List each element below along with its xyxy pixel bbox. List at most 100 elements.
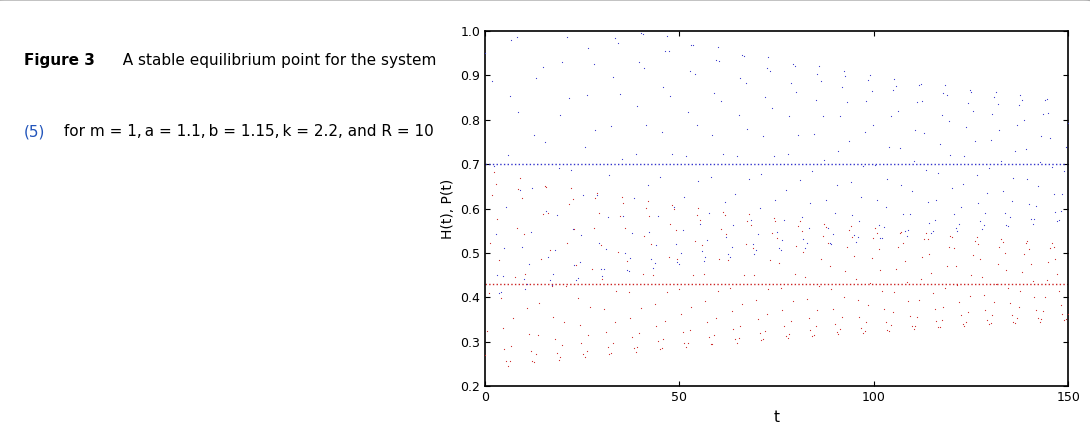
Point: [895, 210, 912, 218]
Point: [789, 222, 807, 229]
Point: [681, 68, 699, 75]
Point: [485, 163, 502, 170]
Point: [541, 277, 558, 284]
Point: [509, 185, 526, 192]
Point: [578, 347, 595, 354]
Point: [590, 239, 607, 246]
X-axis label: t: t: [774, 410, 779, 425]
Point: [655, 83, 673, 91]
Point: [1017, 146, 1034, 153]
Point: [682, 42, 700, 49]
Point: [856, 129, 873, 136]
Point: [534, 63, 552, 71]
Point: [921, 220, 938, 227]
Point: [727, 191, 744, 198]
Point: [505, 314, 522, 321]
Point: [734, 52, 751, 59]
Point: [947, 224, 965, 231]
Point: [1031, 159, 1049, 166]
Point: [938, 91, 956, 99]
Point: [966, 238, 983, 245]
Point: [928, 317, 945, 325]
Point: [618, 266, 635, 274]
Point: [621, 255, 639, 262]
Point: [1029, 315, 1046, 322]
Point: [627, 348, 644, 355]
Point: [576, 144, 593, 151]
Point: [523, 357, 541, 365]
Point: [581, 16, 598, 23]
Point: [713, 226, 730, 233]
Point: [800, 314, 818, 321]
Point: [537, 207, 555, 214]
Point: [514, 275, 532, 282]
Point: [928, 196, 945, 203]
Point: [714, 150, 731, 157]
Point: [779, 335, 797, 342]
Point: [679, 108, 697, 115]
Point: [771, 259, 788, 266]
Point: [942, 233, 959, 240]
Point: [858, 318, 875, 325]
Point: [511, 186, 529, 194]
Point: [852, 324, 870, 331]
Point: [912, 80, 930, 87]
Point: [974, 291, 992, 298]
Point: [711, 255, 728, 262]
Point: [1012, 287, 1029, 294]
Point: [861, 279, 879, 286]
Point: [580, 44, 597, 52]
Point: [549, 356, 567, 363]
Point: [482, 7, 499, 14]
Point: [821, 262, 838, 270]
Point: [783, 318, 800, 325]
Point: [931, 140, 948, 147]
Point: [716, 199, 734, 206]
Point: [702, 173, 719, 180]
Point: [664, 202, 681, 209]
Point: [1024, 278, 1041, 285]
Point: [500, 357, 518, 365]
Point: [606, 34, 623, 41]
Point: [1008, 122, 1026, 129]
Point: [534, 211, 552, 218]
Point: [713, 98, 730, 105]
Point: [723, 308, 740, 315]
Point: [742, 222, 760, 229]
Point: [913, 253, 931, 260]
Point: [828, 329, 846, 336]
Point: [676, 194, 693, 201]
Point: [959, 308, 977, 315]
Point: [867, 161, 884, 168]
Point: [623, 333, 641, 341]
Point: [578, 91, 595, 99]
Point: [1049, 218, 1066, 225]
Point: [913, 98, 931, 105]
Point: [942, 151, 959, 159]
Point: [564, 225, 581, 232]
Point: [615, 199, 632, 206]
Point: [1041, 135, 1058, 142]
Point: [687, 238, 704, 245]
Point: [611, 212, 629, 219]
Point: [1017, 240, 1034, 247]
Point: [699, 318, 716, 325]
Point: [562, 184, 580, 191]
Point: [514, 231, 532, 238]
Point: [818, 223, 835, 230]
Point: [566, 261, 583, 268]
Point: [678, 344, 695, 351]
Point: [870, 245, 887, 252]
Point: [997, 221, 1015, 228]
Point: [784, 297, 801, 304]
Point: [647, 242, 665, 249]
Point: [945, 210, 962, 217]
Point: [607, 20, 625, 27]
Point: [961, 86, 979, 93]
Point: [522, 348, 540, 355]
Point: [875, 223, 893, 230]
Point: [758, 310, 775, 317]
Point: [690, 177, 707, 184]
Point: [492, 288, 509, 295]
Point: [811, 282, 828, 289]
